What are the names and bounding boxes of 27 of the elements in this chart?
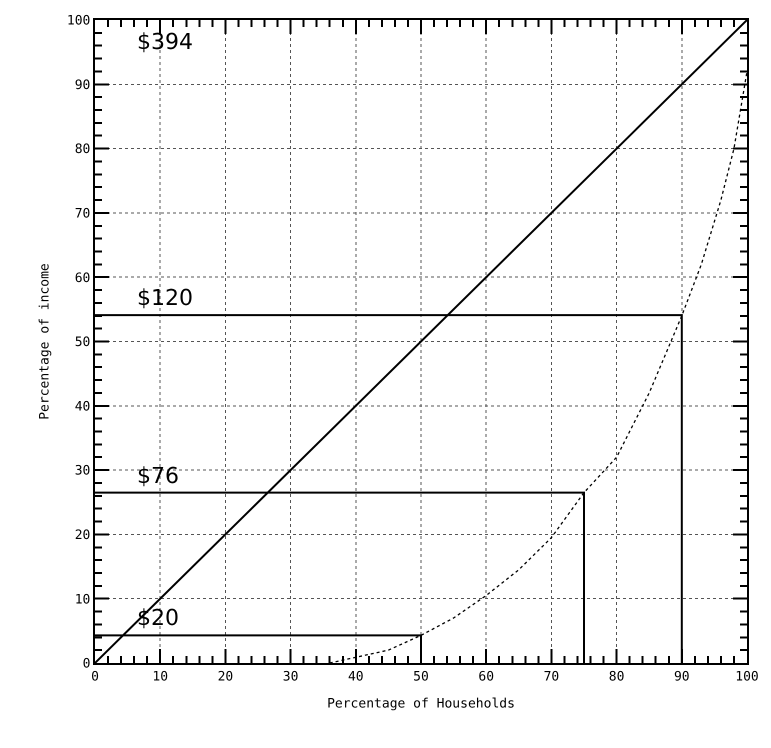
y-tick-label: 70 [74, 206, 90, 222]
y-tick-label: 20 [74, 528, 90, 543]
x-tick-label: 20 [218, 670, 234, 685]
x-tick-label: 70 [544, 670, 560, 685]
y-tick-label: 60 [74, 270, 90, 286]
series-label: $120 [137, 286, 193, 311]
y-tick-label: 40 [74, 399, 90, 414]
x-tick-label: 30 [282, 670, 298, 685]
x-tick-label: 100 [735, 670, 759, 685]
x-tick-label: 50 [413, 670, 429, 685]
y-tick-label: 30 [74, 464, 90, 479]
x-tick-label: 90 [674, 670, 690, 685]
x-tick-label: 10 [152, 670, 168, 685]
y-tick-label: 10 [74, 592, 90, 608]
annotation: $394 [137, 30, 193, 55]
y-axis-title: Percentage of income [37, 263, 52, 420]
series-label: $20 [137, 606, 179, 631]
y-tick-label: 50 [74, 335, 90, 350]
y-tick-label: 100 [66, 14, 90, 29]
x-tick-label: 40 [348, 670, 364, 685]
x-tick-label: 80 [608, 670, 624, 685]
y-tick-label: 90 [74, 78, 90, 93]
y-tick-label: 0 [82, 656, 90, 672]
series-label: $76 [137, 464, 179, 489]
y-tick-label: 80 [74, 142, 90, 158]
x-axis-title: Percentage of Households [327, 696, 515, 712]
x-tick-label: 60 [478, 670, 494, 685]
